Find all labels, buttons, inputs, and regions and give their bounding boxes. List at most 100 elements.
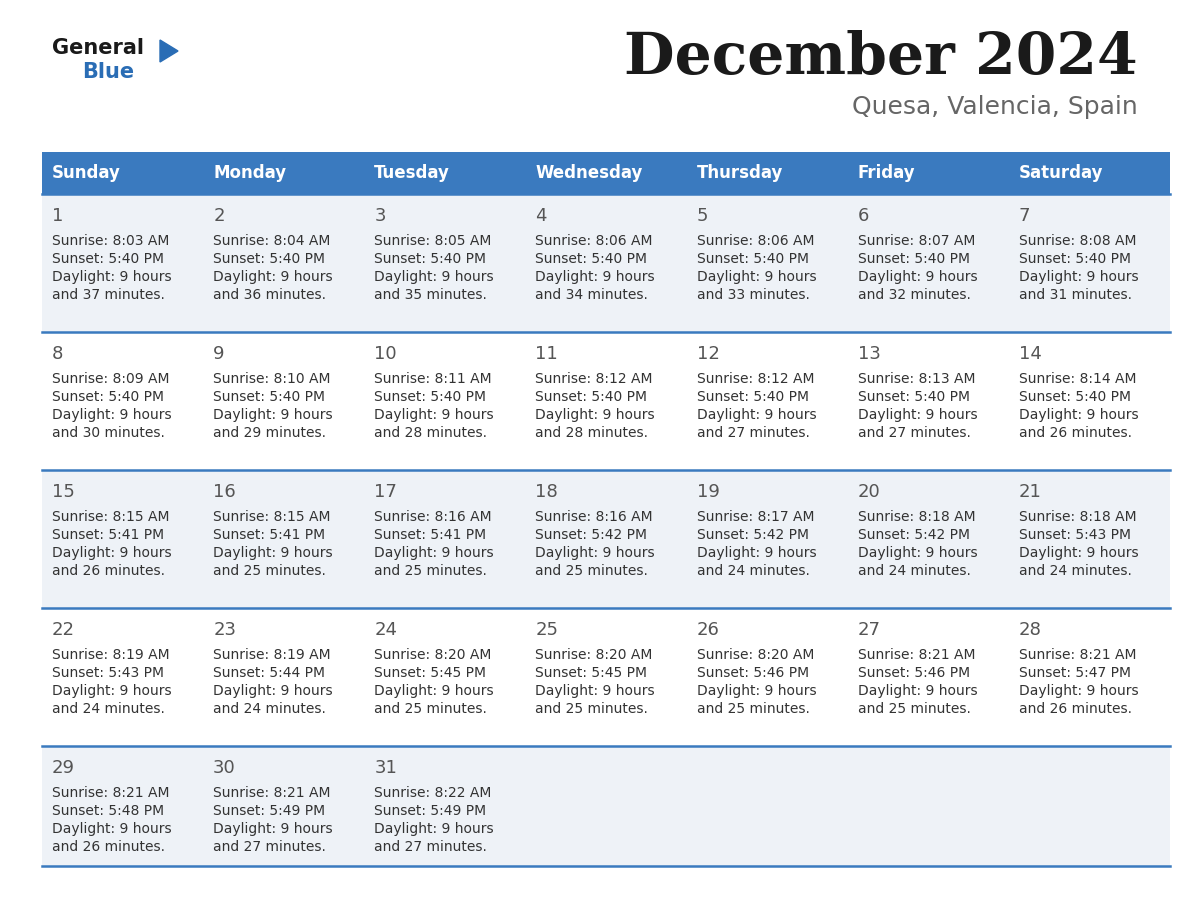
- Text: Sunset: 5:46 PM: Sunset: 5:46 PM: [696, 666, 809, 680]
- Text: Daylight: 9 hours: Daylight: 9 hours: [696, 684, 816, 698]
- Text: 16: 16: [213, 483, 236, 501]
- Text: 9: 9: [213, 345, 225, 363]
- Text: and 24 minutes.: and 24 minutes.: [696, 564, 809, 578]
- Text: 8: 8: [52, 345, 63, 363]
- Text: Sunrise: 8:12 AM: Sunrise: 8:12 AM: [696, 372, 814, 386]
- Text: and 24 minutes.: and 24 minutes.: [858, 564, 971, 578]
- Text: Sunrise: 8:07 AM: Sunrise: 8:07 AM: [858, 234, 975, 248]
- Text: 22: 22: [52, 621, 75, 639]
- Text: Sunrise: 8:15 AM: Sunrise: 8:15 AM: [213, 510, 330, 524]
- Text: Daylight: 9 hours: Daylight: 9 hours: [858, 270, 978, 284]
- Text: and 26 minutes.: and 26 minutes.: [1019, 702, 1132, 716]
- Text: Sunrise: 8:14 AM: Sunrise: 8:14 AM: [1019, 372, 1137, 386]
- Text: Sunset: 5:41 PM: Sunset: 5:41 PM: [213, 528, 326, 542]
- Text: Sunrise: 8:17 AM: Sunrise: 8:17 AM: [696, 510, 814, 524]
- Text: Daylight: 9 hours: Daylight: 9 hours: [858, 408, 978, 422]
- Text: Daylight: 9 hours: Daylight: 9 hours: [1019, 270, 1138, 284]
- Text: 25: 25: [536, 621, 558, 639]
- Text: 31: 31: [374, 759, 397, 777]
- Text: 21: 21: [1019, 483, 1042, 501]
- Text: Sunset: 5:40 PM: Sunset: 5:40 PM: [696, 390, 809, 404]
- Text: Daylight: 9 hours: Daylight: 9 hours: [1019, 684, 1138, 698]
- Text: and 25 minutes.: and 25 minutes.: [536, 702, 649, 716]
- Text: Daylight: 9 hours: Daylight: 9 hours: [696, 546, 816, 560]
- Text: Sunset: 5:41 PM: Sunset: 5:41 PM: [52, 528, 164, 542]
- Text: Sunrise: 8:19 AM: Sunrise: 8:19 AM: [213, 648, 330, 662]
- Text: Thursday: Thursday: [696, 164, 783, 182]
- Text: Daylight: 9 hours: Daylight: 9 hours: [858, 546, 978, 560]
- Text: Sunrise: 8:22 AM: Sunrise: 8:22 AM: [374, 786, 492, 800]
- Text: Sunset: 5:46 PM: Sunset: 5:46 PM: [858, 666, 969, 680]
- Text: Sunday: Sunday: [52, 164, 121, 182]
- Text: and 33 minutes.: and 33 minutes.: [696, 288, 809, 302]
- Text: 2: 2: [213, 207, 225, 225]
- Text: and 27 minutes.: and 27 minutes.: [213, 840, 326, 854]
- Text: Sunset: 5:49 PM: Sunset: 5:49 PM: [374, 804, 486, 818]
- Text: and 36 minutes.: and 36 minutes.: [213, 288, 327, 302]
- Text: Sunrise: 8:10 AM: Sunrise: 8:10 AM: [213, 372, 330, 386]
- Text: and 28 minutes.: and 28 minutes.: [536, 426, 649, 440]
- Text: Sunrise: 8:20 AM: Sunrise: 8:20 AM: [536, 648, 652, 662]
- Text: Sunrise: 8:21 AM: Sunrise: 8:21 AM: [1019, 648, 1137, 662]
- Text: and 28 minutes.: and 28 minutes.: [374, 426, 487, 440]
- Bar: [42, 746, 1170, 866]
- Text: 24: 24: [374, 621, 397, 639]
- Text: Sunrise: 8:20 AM: Sunrise: 8:20 AM: [696, 648, 814, 662]
- Text: Sunset: 5:49 PM: Sunset: 5:49 PM: [213, 804, 326, 818]
- Text: Sunrise: 8:09 AM: Sunrise: 8:09 AM: [52, 372, 170, 386]
- Text: and 34 minutes.: and 34 minutes.: [536, 288, 649, 302]
- Text: Sunset: 5:40 PM: Sunset: 5:40 PM: [1019, 252, 1131, 266]
- Text: General: General: [52, 38, 144, 58]
- Text: Sunrise: 8:04 AM: Sunrise: 8:04 AM: [213, 234, 330, 248]
- Text: and 26 minutes.: and 26 minutes.: [52, 564, 165, 578]
- Text: Daylight: 9 hours: Daylight: 9 hours: [858, 684, 978, 698]
- Text: Daylight: 9 hours: Daylight: 9 hours: [52, 684, 171, 698]
- Text: Sunset: 5:44 PM: Sunset: 5:44 PM: [213, 666, 326, 680]
- Text: Sunrise: 8:21 AM: Sunrise: 8:21 AM: [858, 648, 975, 662]
- Text: Friday: Friday: [858, 164, 915, 182]
- Text: and 24 minutes.: and 24 minutes.: [1019, 564, 1132, 578]
- Text: and 32 minutes.: and 32 minutes.: [858, 288, 971, 302]
- Text: Daylight: 9 hours: Daylight: 9 hours: [536, 270, 655, 284]
- Text: Daylight: 9 hours: Daylight: 9 hours: [52, 270, 171, 284]
- Text: Sunset: 5:40 PM: Sunset: 5:40 PM: [858, 390, 969, 404]
- Text: Sunrise: 8:21 AM: Sunrise: 8:21 AM: [213, 786, 330, 800]
- Text: and 24 minutes.: and 24 minutes.: [213, 702, 326, 716]
- Text: Sunset: 5:43 PM: Sunset: 5:43 PM: [52, 666, 164, 680]
- Text: Sunrise: 8:16 AM: Sunrise: 8:16 AM: [374, 510, 492, 524]
- Text: 13: 13: [858, 345, 880, 363]
- Text: Saturday: Saturday: [1019, 164, 1104, 182]
- Text: Sunrise: 8:18 AM: Sunrise: 8:18 AM: [858, 510, 975, 524]
- Text: and 24 minutes.: and 24 minutes.: [52, 702, 165, 716]
- Text: December 2024: December 2024: [625, 30, 1138, 86]
- Text: 14: 14: [1019, 345, 1042, 363]
- Text: Daylight: 9 hours: Daylight: 9 hours: [374, 270, 494, 284]
- Text: Monday: Monday: [213, 164, 286, 182]
- Text: Sunset: 5:40 PM: Sunset: 5:40 PM: [52, 252, 164, 266]
- Text: Sunset: 5:45 PM: Sunset: 5:45 PM: [374, 666, 486, 680]
- Polygon shape: [160, 40, 178, 62]
- Text: Daylight: 9 hours: Daylight: 9 hours: [374, 408, 494, 422]
- Bar: [42, 332, 1170, 470]
- Text: and 30 minutes.: and 30 minutes.: [52, 426, 165, 440]
- Text: Sunrise: 8:16 AM: Sunrise: 8:16 AM: [536, 510, 653, 524]
- Text: 5: 5: [696, 207, 708, 225]
- Text: Sunrise: 8:08 AM: Sunrise: 8:08 AM: [1019, 234, 1137, 248]
- Text: Daylight: 9 hours: Daylight: 9 hours: [213, 822, 333, 836]
- Text: Sunset: 5:40 PM: Sunset: 5:40 PM: [374, 252, 486, 266]
- Text: and 26 minutes.: and 26 minutes.: [52, 840, 165, 854]
- Text: Sunset: 5:40 PM: Sunset: 5:40 PM: [1019, 390, 1131, 404]
- Text: Daylight: 9 hours: Daylight: 9 hours: [52, 546, 171, 560]
- Text: Sunrise: 8:05 AM: Sunrise: 8:05 AM: [374, 234, 492, 248]
- Text: Sunset: 5:42 PM: Sunset: 5:42 PM: [536, 528, 647, 542]
- Text: 15: 15: [52, 483, 75, 501]
- Text: Daylight: 9 hours: Daylight: 9 hours: [374, 822, 494, 836]
- Text: Daylight: 9 hours: Daylight: 9 hours: [374, 546, 494, 560]
- Bar: [42, 194, 1170, 332]
- Text: 1: 1: [52, 207, 63, 225]
- Text: Sunrise: 8:18 AM: Sunrise: 8:18 AM: [1019, 510, 1137, 524]
- Text: Sunrise: 8:21 AM: Sunrise: 8:21 AM: [52, 786, 170, 800]
- Text: Sunset: 5:43 PM: Sunset: 5:43 PM: [1019, 528, 1131, 542]
- Text: Daylight: 9 hours: Daylight: 9 hours: [213, 270, 333, 284]
- Text: Sunrise: 8:15 AM: Sunrise: 8:15 AM: [52, 510, 170, 524]
